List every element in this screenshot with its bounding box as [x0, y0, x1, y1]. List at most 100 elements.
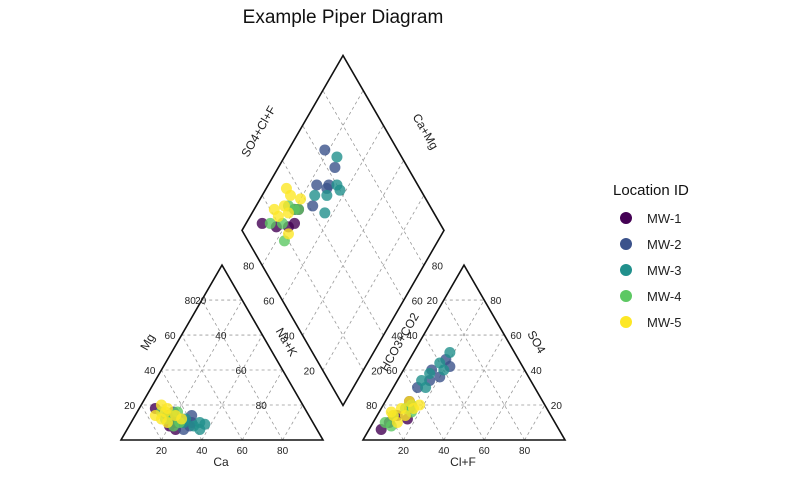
legend-label: MW-4: [647, 289, 681, 304]
legend-label: MW-3: [647, 263, 681, 278]
point-cation: [199, 418, 211, 430]
point-anion: [444, 347, 456, 359]
tick-label: 40: [406, 331, 418, 342]
point-diamond: [264, 217, 276, 229]
tick-label: 60: [386, 366, 398, 377]
point-anion: [385, 406, 397, 418]
grid-line: [201, 334, 263, 441]
tick-label: 60: [412, 296, 424, 307]
triangle-frames: [119, 53, 567, 441]
tick-label: 20: [304, 366, 316, 377]
point-diamond: [321, 189, 333, 201]
tick-label: 40: [196, 446, 208, 457]
legend-swatch: [620, 316, 632, 328]
tick-label: 80: [432, 261, 444, 272]
tick-label: 80: [243, 261, 255, 272]
tick-label: 60: [237, 446, 249, 457]
tick-label: 60: [164, 331, 176, 342]
point-diamond: [311, 179, 323, 191]
axis-label: SO4: [524, 328, 548, 356]
diamond: [241, 53, 445, 407]
tick-label: 40: [215, 331, 227, 342]
grid-line: [443, 334, 505, 441]
grid-line: [241, 369, 283, 441]
grid-line: [302, 160, 404, 336]
point-anion: [420, 382, 432, 394]
tick-label: 60: [510, 331, 522, 342]
tick-label: 60: [263, 296, 275, 307]
point-anion: [379, 417, 391, 429]
tick-label: 20: [124, 401, 136, 412]
grid-line: [403, 369, 445, 441]
grid-line: [322, 195, 425, 371]
point-diamond: [323, 179, 335, 191]
axis-label: Ca: [213, 455, 229, 469]
grid-line: [282, 160, 384, 336]
point-anion: [408, 403, 419, 415]
grid-line: [261, 90, 364, 266]
tick-label: 40: [144, 366, 156, 377]
point-diamond: [289, 217, 301, 229]
axis-label: SO4+Cl+F: [238, 103, 278, 159]
grid-line: [524, 404, 546, 441]
tick-label: 40: [283, 331, 295, 342]
axis-label: Ca+Mg: [410, 111, 442, 152]
point-anion: [438, 364, 450, 376]
grid-line: [282, 125, 384, 301]
legend-label: MW-2: [647, 237, 681, 252]
tick-label: 60: [235, 366, 247, 377]
tick-label: 20: [427, 296, 439, 307]
legend-swatch: [620, 212, 632, 224]
chart-title: Example Piper Diagram: [243, 7, 444, 28]
point-anion: [391, 417, 403, 429]
legend-label: MW-1: [647, 211, 681, 226]
cation-triangle: [119, 263, 325, 441]
grid-line: [302, 125, 404, 301]
point-cation: [176, 413, 188, 425]
grid-line: [483, 369, 525, 441]
point-diamond: [319, 144, 331, 156]
tick-label: 40: [438, 446, 450, 457]
point-cation: [161, 417, 173, 429]
grid-line: [423, 334, 485, 441]
grid-line: [322, 90, 425, 266]
legend-swatch: [620, 238, 632, 250]
point-diamond: [331, 151, 343, 163]
point-cation: [149, 410, 161, 422]
axis-label: Na+K: [273, 325, 300, 358]
tick-label: 20: [195, 296, 207, 307]
point-diamond: [309, 189, 321, 201]
point-diamond: [295, 193, 307, 205]
grid-line: [282, 404, 304, 441]
tick-label: 80: [256, 401, 268, 412]
tick-label: 40: [531, 366, 543, 377]
tick-label: 20: [551, 401, 563, 412]
legend-swatch: [620, 290, 632, 302]
point-diamond: [319, 207, 331, 219]
point-diamond: [307, 200, 319, 212]
grid-line: [181, 334, 243, 441]
tick-label: 20: [398, 446, 410, 457]
legend: Location ID MW-1 MW-2 MW-3 MW-4 MW-5: [613, 182, 689, 330]
tick-label: 80: [185, 296, 197, 307]
point-anion: [424, 368, 436, 380]
legend-title: Location ID: [613, 182, 689, 199]
point-diamond: [282, 228, 294, 240]
data-points: [149, 144, 456, 436]
point-anion: [399, 410, 411, 422]
point-diamond: [280, 182, 292, 194]
tick-label: 80: [366, 401, 378, 412]
axis-label: Cl+F: [450, 455, 476, 469]
point-diamond: [268, 203, 280, 215]
point-cation: [155, 399, 167, 411]
tick-label: 40: [391, 331, 403, 342]
point-diamond: [282, 207, 294, 219]
point-diamond: [256, 217, 268, 229]
tick-label: 20: [371, 366, 383, 377]
grid-lines: [140, 90, 546, 441]
legend-swatch: [620, 264, 632, 276]
anion-triangle: [361, 263, 567, 441]
